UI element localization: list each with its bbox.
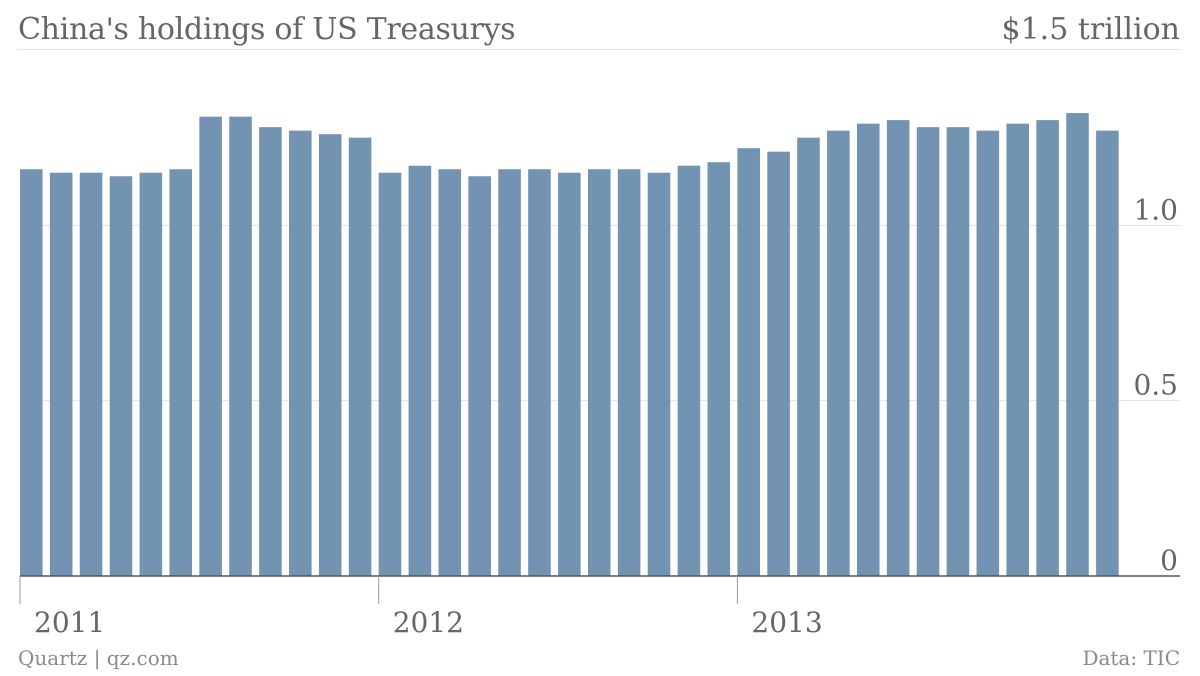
bar [1096, 130, 1119, 576]
x-tick-label: 2011 [34, 606, 105, 639]
footer-data-credit: Data: TIC [1082, 646, 1180, 670]
bar [1066, 113, 1089, 577]
bar [797, 137, 820, 577]
bar [677, 165, 701, 576]
bar [1006, 123, 1029, 576]
bar [528, 169, 551, 577]
y-tick-label: 0.5 [1133, 369, 1178, 402]
bar [79, 172, 103, 577]
bar [199, 116, 222, 576]
bar [468, 176, 491, 577]
bar [558, 172, 581, 577]
bar [916, 127, 940, 577]
bar [49, 172, 73, 577]
bar [229, 116, 252, 576]
bar [737, 148, 760, 576]
x-tick-label: 2013 [751, 606, 822, 639]
chart-title: China's holdings of US Treasurys [18, 12, 516, 47]
bar [617, 169, 641, 577]
title-rule [18, 49, 1180, 50]
bar [976, 130, 1000, 576]
bar [707, 162, 731, 576]
footer-source: Quartz | qz.com [18, 646, 179, 670]
bar [587, 169, 611, 577]
bar [408, 165, 432, 576]
bar [318, 134, 342, 576]
bar [289, 130, 312, 576]
bar [109, 176, 133, 577]
bar [498, 169, 521, 577]
bar [767, 151, 790, 576]
x-tick-label: 2012 [393, 606, 464, 639]
bar [946, 127, 970, 577]
bar [139, 172, 163, 577]
bar [438, 169, 462, 577]
bar [20, 169, 43, 577]
y-tick-label: 0 [1160, 544, 1178, 577]
bar [856, 123, 880, 576]
bar [259, 127, 282, 577]
bar [827, 130, 850, 576]
top-value-label: $1.5 trillion [1001, 12, 1181, 47]
bar [886, 120, 910, 576]
bar [169, 169, 193, 577]
bar [348, 137, 372, 577]
y-tick-label: 1.0 [1133, 193, 1178, 226]
bar [647, 172, 671, 577]
bar [378, 172, 402, 577]
bar [1036, 120, 1059, 576]
